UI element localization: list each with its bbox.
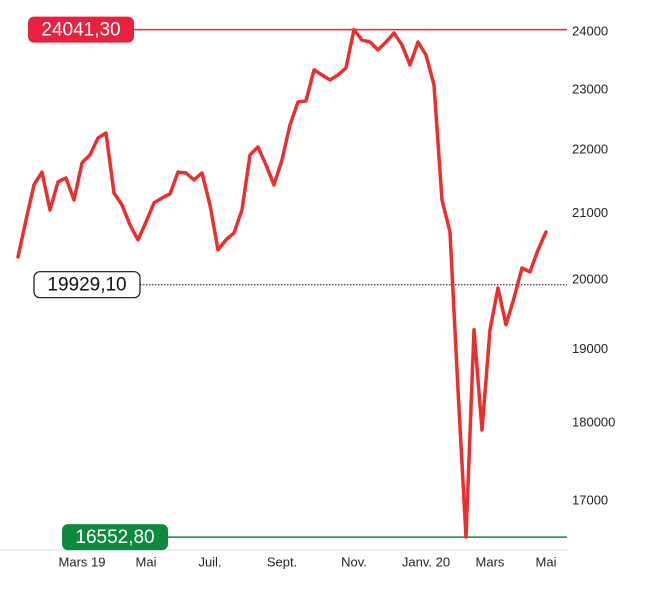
x-tick-label: Nov. (341, 554, 367, 569)
y-tick-label: 20000 (572, 271, 608, 286)
y-tick-label: 180000 (572, 415, 615, 430)
x-tick-label: Mars 19 (59, 554, 106, 569)
x-tick-label: Mars (476, 554, 505, 569)
y-tick-label: 19000 (572, 341, 608, 356)
x-tick-label: Mai (136, 554, 157, 569)
reference-label: 16552,80 (75, 527, 154, 548)
y-tick-label: 24000 (572, 23, 608, 38)
y-tick-label: 17000 (572, 492, 608, 507)
reference-label: 19929,10 (47, 275, 126, 296)
line-series (16, 27, 548, 539)
reference-label: 24041,30 (41, 20, 120, 41)
reference-label-box (28, 16, 134, 43)
y-tick-label: 22000 (572, 142, 608, 157)
reference-label-box (62, 524, 168, 551)
x-tick-label: Mai (536, 554, 557, 569)
x-tick-label: Sept. (267, 554, 297, 569)
x-tick-label: Juil. (198, 554, 221, 569)
y-tick-label: 23000 (572, 81, 608, 96)
x-tick-label: Janv. 20 (402, 554, 450, 569)
reference-label-box (33, 271, 141, 299)
y-tick-label: 21000 (572, 205, 608, 220)
